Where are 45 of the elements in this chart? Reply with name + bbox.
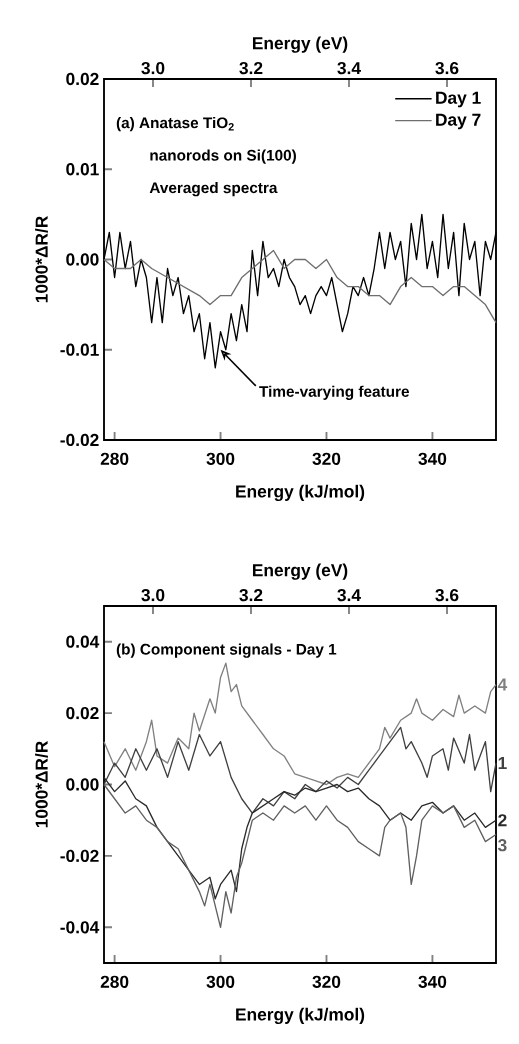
series-label: 3 — [497, 839, 507, 852]
x2-tick-label: 3.2 — [239, 61, 263, 75]
x-tick-label: 280 — [100, 452, 129, 465]
y-tick-label: 0.00 — [66, 778, 99, 791]
x-tick-label: 320 — [312, 452, 341, 465]
y-axis-title: 1000*ΔR/R — [35, 216, 48, 303]
annotation: Averaged spectra — [149, 181, 278, 197]
x2-tick-label: 3.6 — [435, 61, 459, 75]
x2-tick-label: 3.2 — [239, 588, 263, 602]
y-tick-label: -0.02 — [60, 849, 99, 863]
line-series — [103, 662, 497, 786]
x2-tick-label: 3.4 — [337, 61, 361, 75]
annotation: (a) Anatase TiO$_{2}$ — [116, 116, 234, 132]
line-series — [103, 726, 497, 814]
x-axis-title: Energy (kJ/mol) — [236, 484, 365, 502]
y-tick-label: 0.02 — [66, 706, 99, 720]
x2-axis-title: Energy (eV) — [252, 563, 348, 580]
legend-label: Day 7 — [436, 113, 481, 130]
y-tick-label: -0.02 — [60, 433, 99, 447]
y-axis-title: 1000*ΔR/R — [35, 741, 48, 828]
y-tick-label: 0.00 — [66, 253, 99, 266]
series-label: 4 — [497, 678, 508, 691]
y-tick-label: 0.04 — [66, 635, 100, 648]
y-tick-label: -0.01 — [60, 343, 99, 356]
x-tick-label: 280 — [100, 975, 129, 988]
x2-tick-label: 3.6 — [435, 588, 459, 602]
annotation: (b) Component signals - Day 1 — [116, 643, 337, 658]
legend-label: Day 1 — [436, 91, 481, 108]
annotation: nanorods on Si(100) — [150, 149, 296, 164]
x-tick-label: 300 — [206, 452, 235, 465]
x-tick-label: 340 — [418, 975, 447, 988]
x2-axis-title: Energy (eV) — [252, 36, 348, 53]
series-label: 1 — [498, 757, 507, 770]
x-axis-title: Energy (kJ/mol) — [236, 1007, 365, 1025]
y-tick-label: 0.02 — [66, 72, 99, 86]
x-tick-label: 320 — [312, 975, 341, 988]
x-tick-label: 300 — [206, 975, 235, 988]
x-tick-label: 340 — [418, 452, 447, 465]
x2-tick-label: 3.0 — [141, 61, 165, 75]
x2-tick-label: 3.0 — [141, 588, 165, 602]
x2-tick-label: 3.4 — [337, 588, 361, 602]
annotation: Time-varying feature — [259, 385, 410, 400]
y-tick-label: 0.01 — [66, 163, 99, 176]
series-label: 2 — [498, 814, 507, 827]
y-tick-label: -0.04 — [60, 921, 100, 934]
